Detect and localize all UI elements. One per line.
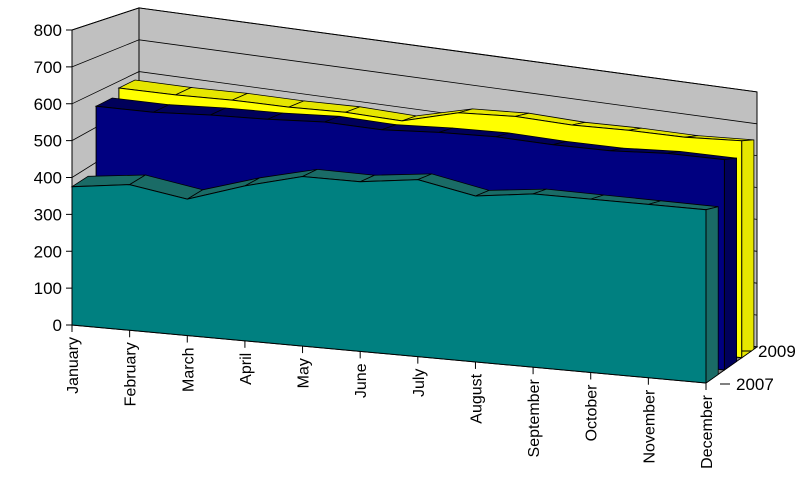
y-tick-label: 400	[34, 169, 62, 188]
depth-label: 2007	[736, 375, 774, 394]
x-tick-label: May	[296, 358, 313, 388]
x-tick-label: October	[584, 384, 601, 442]
x-tick-label: July	[411, 369, 428, 397]
area-side	[741, 139, 755, 359]
x-tick-label: August	[469, 373, 486, 423]
y-tick-label: 700	[34, 58, 62, 77]
y-tick-label: 100	[34, 279, 62, 298]
gridline	[71, 7, 758, 93]
x-tick-label: March	[180, 348, 197, 392]
series-0	[70, 168, 719, 384]
x-tick-label: December	[699, 394, 716, 468]
gridline	[71, 39, 758, 125]
x-tick-label: November	[641, 389, 658, 463]
area-side	[724, 157, 737, 371]
y-tick-label: 300	[34, 205, 62, 224]
depth-label: 2009	[758, 342, 796, 361]
x-tick-label: June	[353, 363, 370, 398]
x-tick-label: January	[65, 337, 82, 394]
y-tick-label: 600	[34, 95, 62, 114]
y-tick-label: 800	[34, 21, 62, 40]
area-side	[705, 206, 719, 384]
x-tick-label: February	[123, 342, 140, 406]
y-tick-label: 0	[53, 316, 62, 335]
y-tick-label: 500	[34, 132, 62, 151]
area-face	[71, 175, 707, 384]
axes: 0 100 200 300 400 500 600 700 800 January February…	[34, 21, 796, 469]
y-tick-label: 200	[34, 242, 62, 261]
series-layer	[70, 79, 755, 384]
x-tick-label: September	[526, 379, 543, 458]
x-tick-label: April	[238, 353, 255, 385]
